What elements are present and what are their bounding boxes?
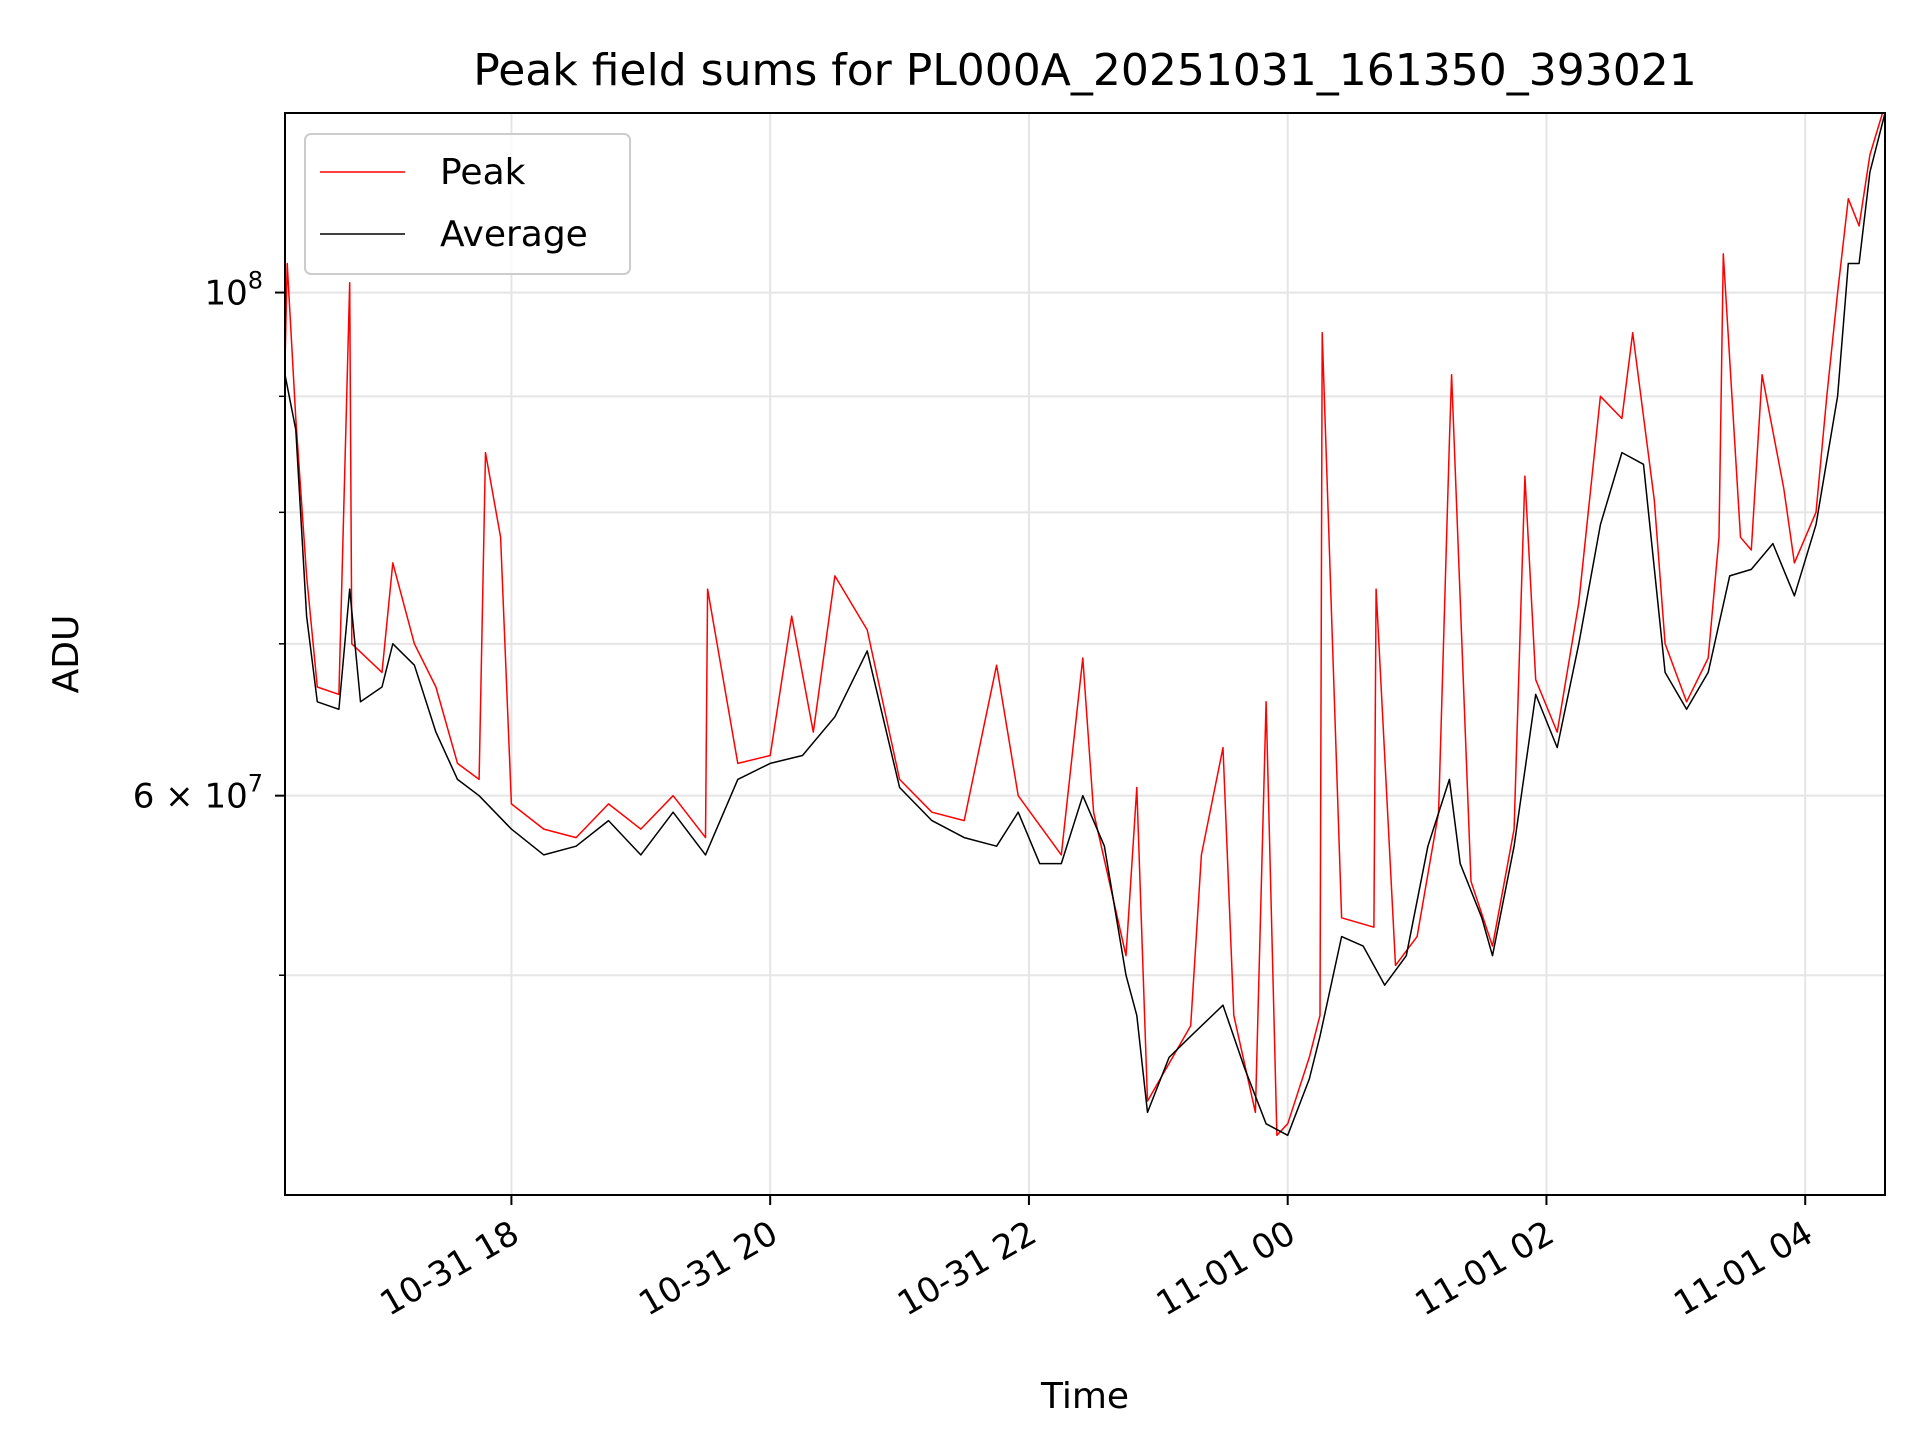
y-tick-label: 6 × 107 — [133, 770, 263, 817]
legend-label-peak: Peak — [440, 152, 526, 193]
legend-box — [304, 133, 631, 275]
x-axis-label: Time — [1040, 1376, 1129, 1417]
series-line-average — [285, 113, 1885, 1137]
plot-frame — [284, 112, 1886, 1196]
y-tick-label: 108 — [204, 267, 263, 314]
series-line-peak — [285, 113, 1884, 1137]
grid-layer — [285, 113, 1885, 1195]
y-axis-label: ADU — [46, 615, 87, 694]
legend-label-average: Average — [440, 214, 588, 255]
chart-title: Peak field sums for PL000A_20251031_1613… — [473, 45, 1696, 96]
legend: Peak Average — [304, 133, 631, 275]
series-layer — [285, 113, 1885, 1137]
